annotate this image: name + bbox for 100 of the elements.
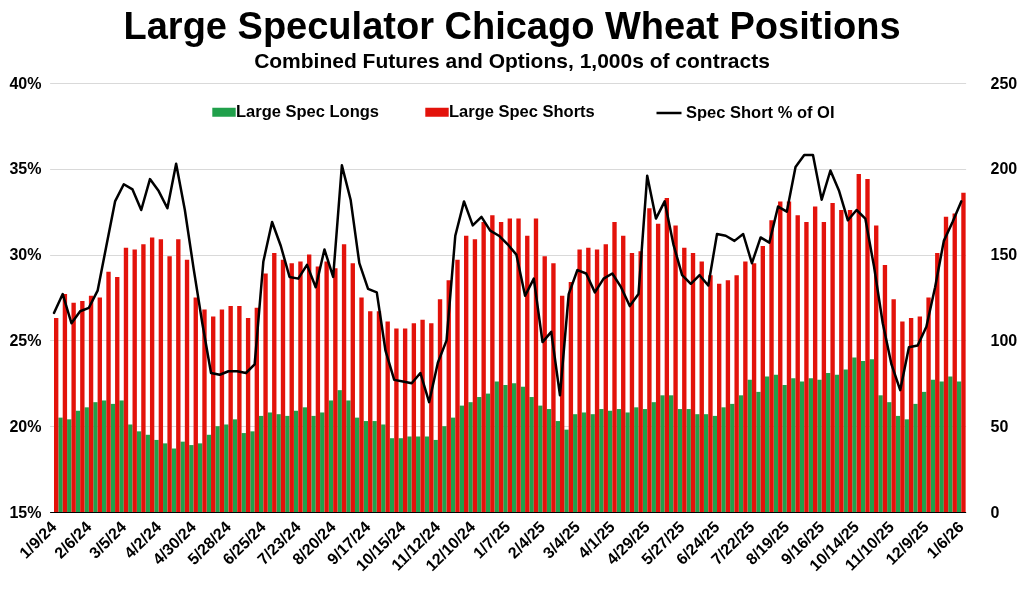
bar	[324, 261, 329, 512]
bar	[363, 421, 369, 512]
bar	[398, 438, 403, 512]
bar	[956, 381, 962, 512]
bar	[887, 402, 892, 512]
bar	[293, 410, 299, 512]
bar	[372, 421, 377, 512]
bar	[464, 235, 469, 512]
bar	[847, 209, 853, 512]
bar	[507, 218, 512, 512]
bar	[634, 407, 639, 512]
bar	[54, 318, 59, 512]
bar	[110, 403, 116, 512]
bar	[459, 405, 465, 512]
bar	[843, 369, 848, 512]
bar	[922, 391, 927, 512]
bar	[149, 237, 155, 512]
bar	[368, 311, 373, 512]
bar	[808, 378, 813, 512]
bar	[176, 239, 181, 512]
bar	[128, 424, 133, 512]
bar	[450, 417, 456, 512]
bar	[442, 426, 447, 512]
bar	[926, 297, 931, 512]
bar	[655, 223, 661, 512]
y2-tick-label: 200	[990, 160, 1018, 178]
bar	[651, 402, 656, 512]
bar	[455, 259, 460, 512]
bar	[402, 328, 408, 512]
bar	[123, 247, 129, 512]
bar	[939, 381, 944, 512]
bar	[481, 222, 486, 512]
bar	[485, 393, 491, 512]
bar	[420, 319, 425, 512]
bar	[712, 415, 718, 512]
y2-tick-label: 50	[990, 417, 1009, 435]
bar	[551, 263, 556, 512]
bar	[237, 306, 242, 512]
bar	[904, 419, 909, 512]
bar	[101, 400, 107, 512]
y-tick-label: 15%	[9, 503, 42, 521]
bar	[219, 309, 225, 512]
bar	[197, 443, 203, 512]
bar	[359, 297, 364, 512]
bar	[830, 203, 835, 512]
bar	[472, 239, 478, 512]
bar	[189, 445, 194, 512]
y-tick-label: 30%	[9, 246, 42, 264]
y-tick-label: 20%	[9, 417, 42, 435]
bar	[638, 251, 643, 512]
bar	[738, 395, 744, 512]
bar	[695, 414, 700, 512]
bar	[167, 256, 172, 512]
bar	[411, 323, 417, 512]
bar	[682, 247, 687, 512]
bar	[394, 328, 399, 512]
bar	[538, 405, 543, 512]
bar	[228, 306, 233, 512]
line-series	[52, 153, 963, 404]
bar	[328, 400, 334, 512]
bar	[573, 414, 578, 512]
bar	[354, 417, 360, 512]
y-tick-label: 40%	[9, 74, 42, 92]
legend-label: Large Spec Longs	[236, 102, 380, 121]
bar	[625, 412, 630, 512]
bar	[930, 379, 936, 512]
bar	[826, 373, 831, 512]
bar	[67, 419, 72, 512]
bar	[285, 415, 290, 512]
bar	[145, 434, 150, 512]
y2-tick-label: 250	[990, 74, 1018, 92]
bar	[158, 239, 164, 512]
bar	[769, 220, 774, 512]
bar	[708, 275, 713, 512]
bar	[581, 412, 587, 512]
bar	[320, 412, 325, 512]
bar	[564, 429, 569, 512]
y-tick-label: 35%	[9, 160, 42, 178]
bar	[817, 379, 822, 512]
bar	[407, 436, 412, 512]
bar	[350, 263, 355, 512]
bar	[280, 259, 286, 512]
bar	[163, 443, 168, 512]
bar	[577, 249, 582, 512]
bar	[629, 252, 635, 512]
bar	[132, 249, 137, 512]
bar	[764, 376, 770, 512]
bar	[241, 433, 246, 512]
bar	[812, 206, 818, 512]
bar	[311, 415, 316, 512]
bar	[607, 410, 613, 512]
bar	[503, 385, 508, 512]
bar	[878, 395, 883, 512]
bar	[259, 415, 264, 512]
bar	[690, 252, 696, 512]
bar	[389, 438, 395, 512]
bar	[272, 252, 277, 512]
bar	[490, 215, 495, 512]
bar	[603, 244, 608, 512]
bar	[948, 376, 953, 512]
